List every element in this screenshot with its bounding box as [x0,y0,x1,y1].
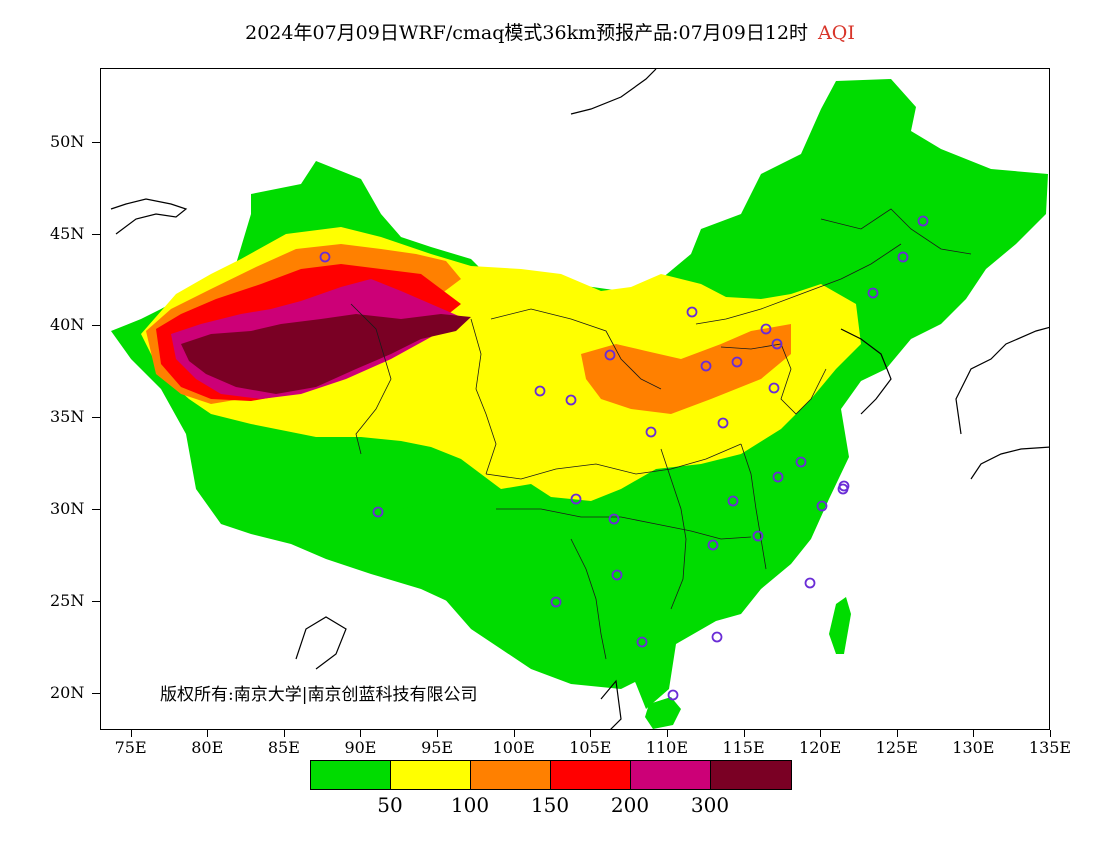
lon-label: 130E [952,738,995,757]
lon-label: 75E [114,738,147,757]
station-marker [611,569,623,581]
aqi-map [110,69,1049,729]
copyright-text: 版权所有:南京大学|南京创蓝科技有限公司 [160,685,478,705]
station-marker [604,349,616,361]
lon-tick [207,730,209,737]
lon-tick [513,730,515,737]
lon-label: 135E [1028,738,1072,757]
lat-label: 25N [50,591,85,611]
station-marker [645,426,657,438]
colorbar-break-label: 200 [610,793,650,817]
aqi-colorbar [310,760,792,790]
taiwan-island [829,597,851,654]
lat-label: 35N [50,407,85,427]
station-marker [608,513,620,525]
station-marker [917,215,929,227]
station-marker [768,382,780,394]
station-marker [534,385,546,397]
colorbar-swatch [471,761,551,789]
map-frame [100,68,1050,730]
lon-label: 115E [722,738,765,757]
lon-label: 80E [191,738,224,757]
province-borders [350,208,972,660]
station-marker [760,323,772,335]
station-marker [700,360,712,372]
station-marker [897,251,909,263]
lat-tick [92,601,100,603]
lon-tick [590,730,592,737]
lon-label: 105E [569,738,612,757]
station-marker [752,530,764,542]
station-marker [372,506,384,518]
station-marker [570,493,582,505]
station-marker [686,306,698,318]
lon-label: 95E [421,738,454,757]
lat-tick [92,325,100,327]
colorbar-break-label: 150 [530,793,570,817]
colorbar-break-label: 300 [690,793,730,817]
lat-tick [92,509,100,511]
lat-label: 45N [50,223,85,243]
station-marker [636,636,648,648]
station-marker [565,394,577,406]
china-aqi-field [111,79,1048,729]
colorbar-break-label: 50 [377,793,403,817]
station-marker [772,471,784,483]
station-marker [795,456,807,468]
lon-tick [896,730,898,737]
colorbar-swatch [551,761,631,789]
lat-tick [92,233,100,235]
station-marker [771,338,783,350]
station-marker [667,689,679,701]
coastlines [110,69,1049,729]
lat-label: 20N [50,683,85,703]
colorbar-swatch [631,761,711,789]
hainan-island [645,697,681,729]
lon-tick [437,730,439,737]
station-marker [319,251,331,263]
station-marker [711,631,723,643]
station-marker [838,480,850,492]
station-marker [867,287,879,299]
station-marker [804,577,816,589]
title-variable: AQI [818,22,855,44]
lon-label: 100E [492,738,535,757]
lon-label: 110E [645,738,689,757]
station-marker [717,417,729,429]
lat-label: 30N [50,499,85,519]
aqi-band-green-south [401,499,681,689]
station-marker [731,356,743,368]
lon-label: 120E [799,738,842,757]
station-marker [707,539,719,551]
colorbar-swatch [711,761,791,789]
lat-label: 50N [50,131,85,151]
lon-tick [1050,730,1051,737]
aqi-band-orange-2 [581,324,791,414]
lat-tick [92,693,100,695]
lon-tick [820,730,822,737]
lon-tick [973,730,975,737]
lon-label: 85E [267,738,300,757]
aqi-stations [319,215,929,701]
lat-tick [92,141,100,143]
lon-tick [666,730,668,737]
lon-tick [130,730,132,737]
lon-label: 125E [875,738,918,757]
station-marker [816,500,828,512]
lon-tick [743,730,745,737]
lon-tick [283,730,285,737]
colorbar-swatch [391,761,471,789]
lat-tick [92,417,100,419]
lat-label: 40N [50,315,85,335]
title-main: 2024年07月09日WRF/cmaq模式36km预报产品:07月09日12时 [245,22,809,44]
colorbar-swatch [311,761,391,789]
lon-label: 90E [344,738,377,757]
aqi-band-maroon [181,314,471,394]
station-marker [727,495,739,507]
station-marker [550,596,562,608]
colorbar-break-label: 100 [450,793,490,817]
map-title: 2024年07月09日WRF/cmaq模式36km预报产品:07月09日12时 A… [0,18,1100,45]
lon-tick [360,730,362,737]
